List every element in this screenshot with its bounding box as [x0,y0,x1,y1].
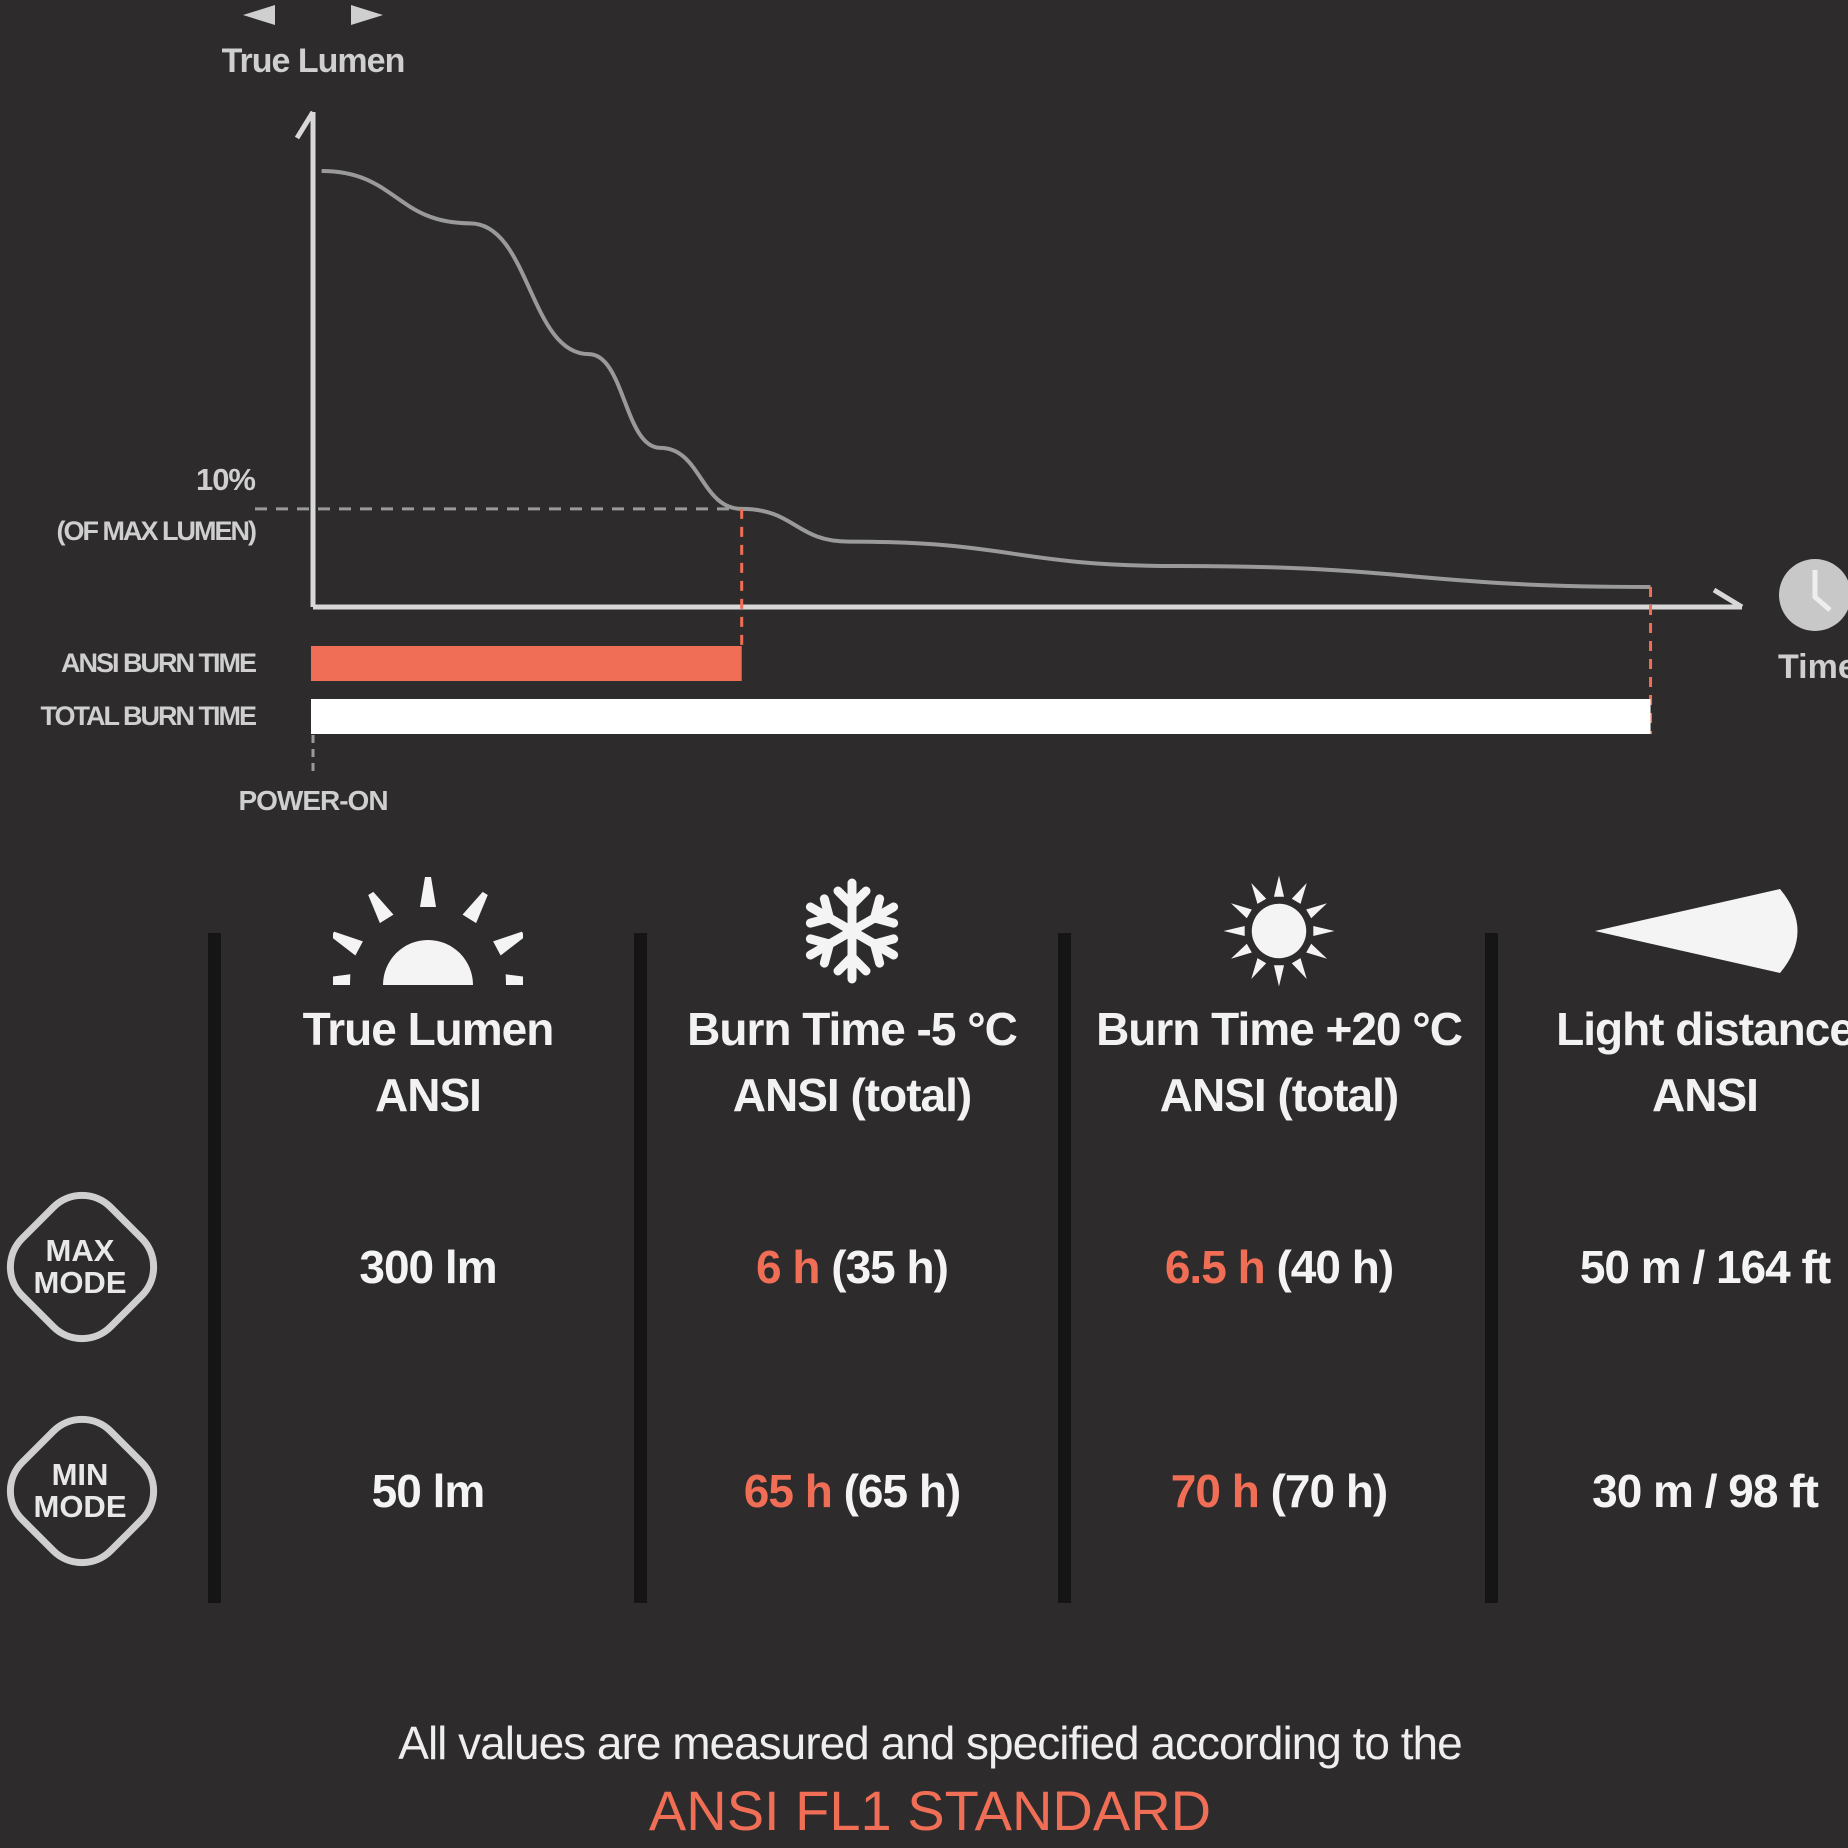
mode-line1: MAX [45,1233,115,1268]
min-cold-burn-time: 65 h (65 h) [743,1464,962,1518]
total-burn-time-bar [311,699,1651,734]
burn-time-chart [243,5,1848,775]
sun-ray [1223,925,1245,937]
column-divider [634,933,647,1603]
footer-standard: ANSI FL1 STANDARD [648,1779,1212,1842]
ansi-value: 6 h [756,1241,820,1293]
total-value: (70 h) [1270,1465,1389,1517]
sun-ray [1313,925,1335,937]
light-rays-icon [243,5,383,25]
mode-line1: MIN [51,1457,109,1492]
total-value: (65 h) [843,1465,962,1517]
column-header-burn-time-warm: Burn Time +20 °C ANSI (total) [1096,996,1463,1128]
total-value: (35 h) [831,1241,949,1293]
column-header-burn-time-cold: Burn Time -5 °C ANSI (total) [687,996,1018,1128]
ansi-value: 70 h [1170,1465,1260,1517]
header-line1: Burn Time +20 °C [1096,1003,1463,1055]
y-axis-label: True Lumen [221,42,406,80]
header-line2: ANSI [375,1069,482,1121]
lumen-curve [321,169,1651,589]
footer-note: All values are measured and specified ac… [398,1717,1462,1769]
max-cold-burn-time: 6 h (35 h) [756,1240,949,1294]
ansi-value: 6.5 h [1164,1241,1266,1293]
sun-ray [1291,882,1307,904]
snowflake-icon [805,878,899,984]
sun-ray [1230,903,1252,919]
max-warm-burn-time: 6.5 h (40 h) [1164,1240,1394,1294]
sun-ray [1251,958,1267,980]
min-mode-label: MIN MODE [34,1459,127,1523]
header-line2: ANSI (total) [1159,1069,1399,1121]
sunrise-icon [333,877,523,985]
min-warm-burn-time: 70 h (70 h) [1170,1464,1389,1518]
header-line2: ANSI (total) [732,1069,972,1121]
header-line1: True Lumen [302,1003,555,1055]
power-on-label: POWER-ON [238,785,388,816]
threshold-label: 10% [195,462,256,497]
x-axis-arrowhead [1712,587,1744,610]
mode-line2: MODE [33,1265,127,1300]
ansi-value: 65 h [743,1465,833,1517]
column-header-true-lumen: True Lumen ANSI [302,996,555,1128]
sun-ray [1230,943,1252,959]
sun-ray [1291,958,1307,980]
sun-ray [1306,903,1328,919]
header-line2: ANSI [1652,1069,1759,1121]
sun-ray [1273,965,1285,987]
y-axis-arrowhead [294,110,316,140]
column-divider [1485,933,1498,1603]
min-lumen-value: 50 lm [371,1465,486,1517]
ansi-burn-time-bar [311,646,742,681]
sun-ray [1251,882,1267,904]
max-light-distance: 50 m / 164 ft [1579,1241,1831,1293]
min-light-distance: 30 m / 98 ft [1592,1465,1819,1517]
threshold-sublabel: (OF MAX LUMEN) [56,516,257,546]
total-burn-time-label: TOTAL BURN TIME [40,701,257,731]
sun-icon [1223,875,1335,987]
x-axis-label: Time [1778,648,1848,686]
ansi-burn-time-label: ANSI BURN TIME [61,648,257,678]
mode-line2: MODE [33,1489,127,1524]
column-divider [208,933,221,1603]
header-line1: Burn Time -5 °C [687,1003,1018,1055]
sun-ray [1306,943,1328,959]
clock-icon [1779,559,1848,631]
max-lumen-value: 300 lm [359,1241,497,1293]
beam-icon [1595,889,1798,973]
total-value: (40 h) [1276,1241,1394,1293]
column-divider [1058,933,1071,1603]
header-line1: Light distance [1556,1003,1848,1055]
sun-ray [1273,875,1285,897]
column-header-light-distance: Light distance ANSI [1556,996,1848,1128]
max-mode-label: MAX MODE [34,1235,127,1299]
